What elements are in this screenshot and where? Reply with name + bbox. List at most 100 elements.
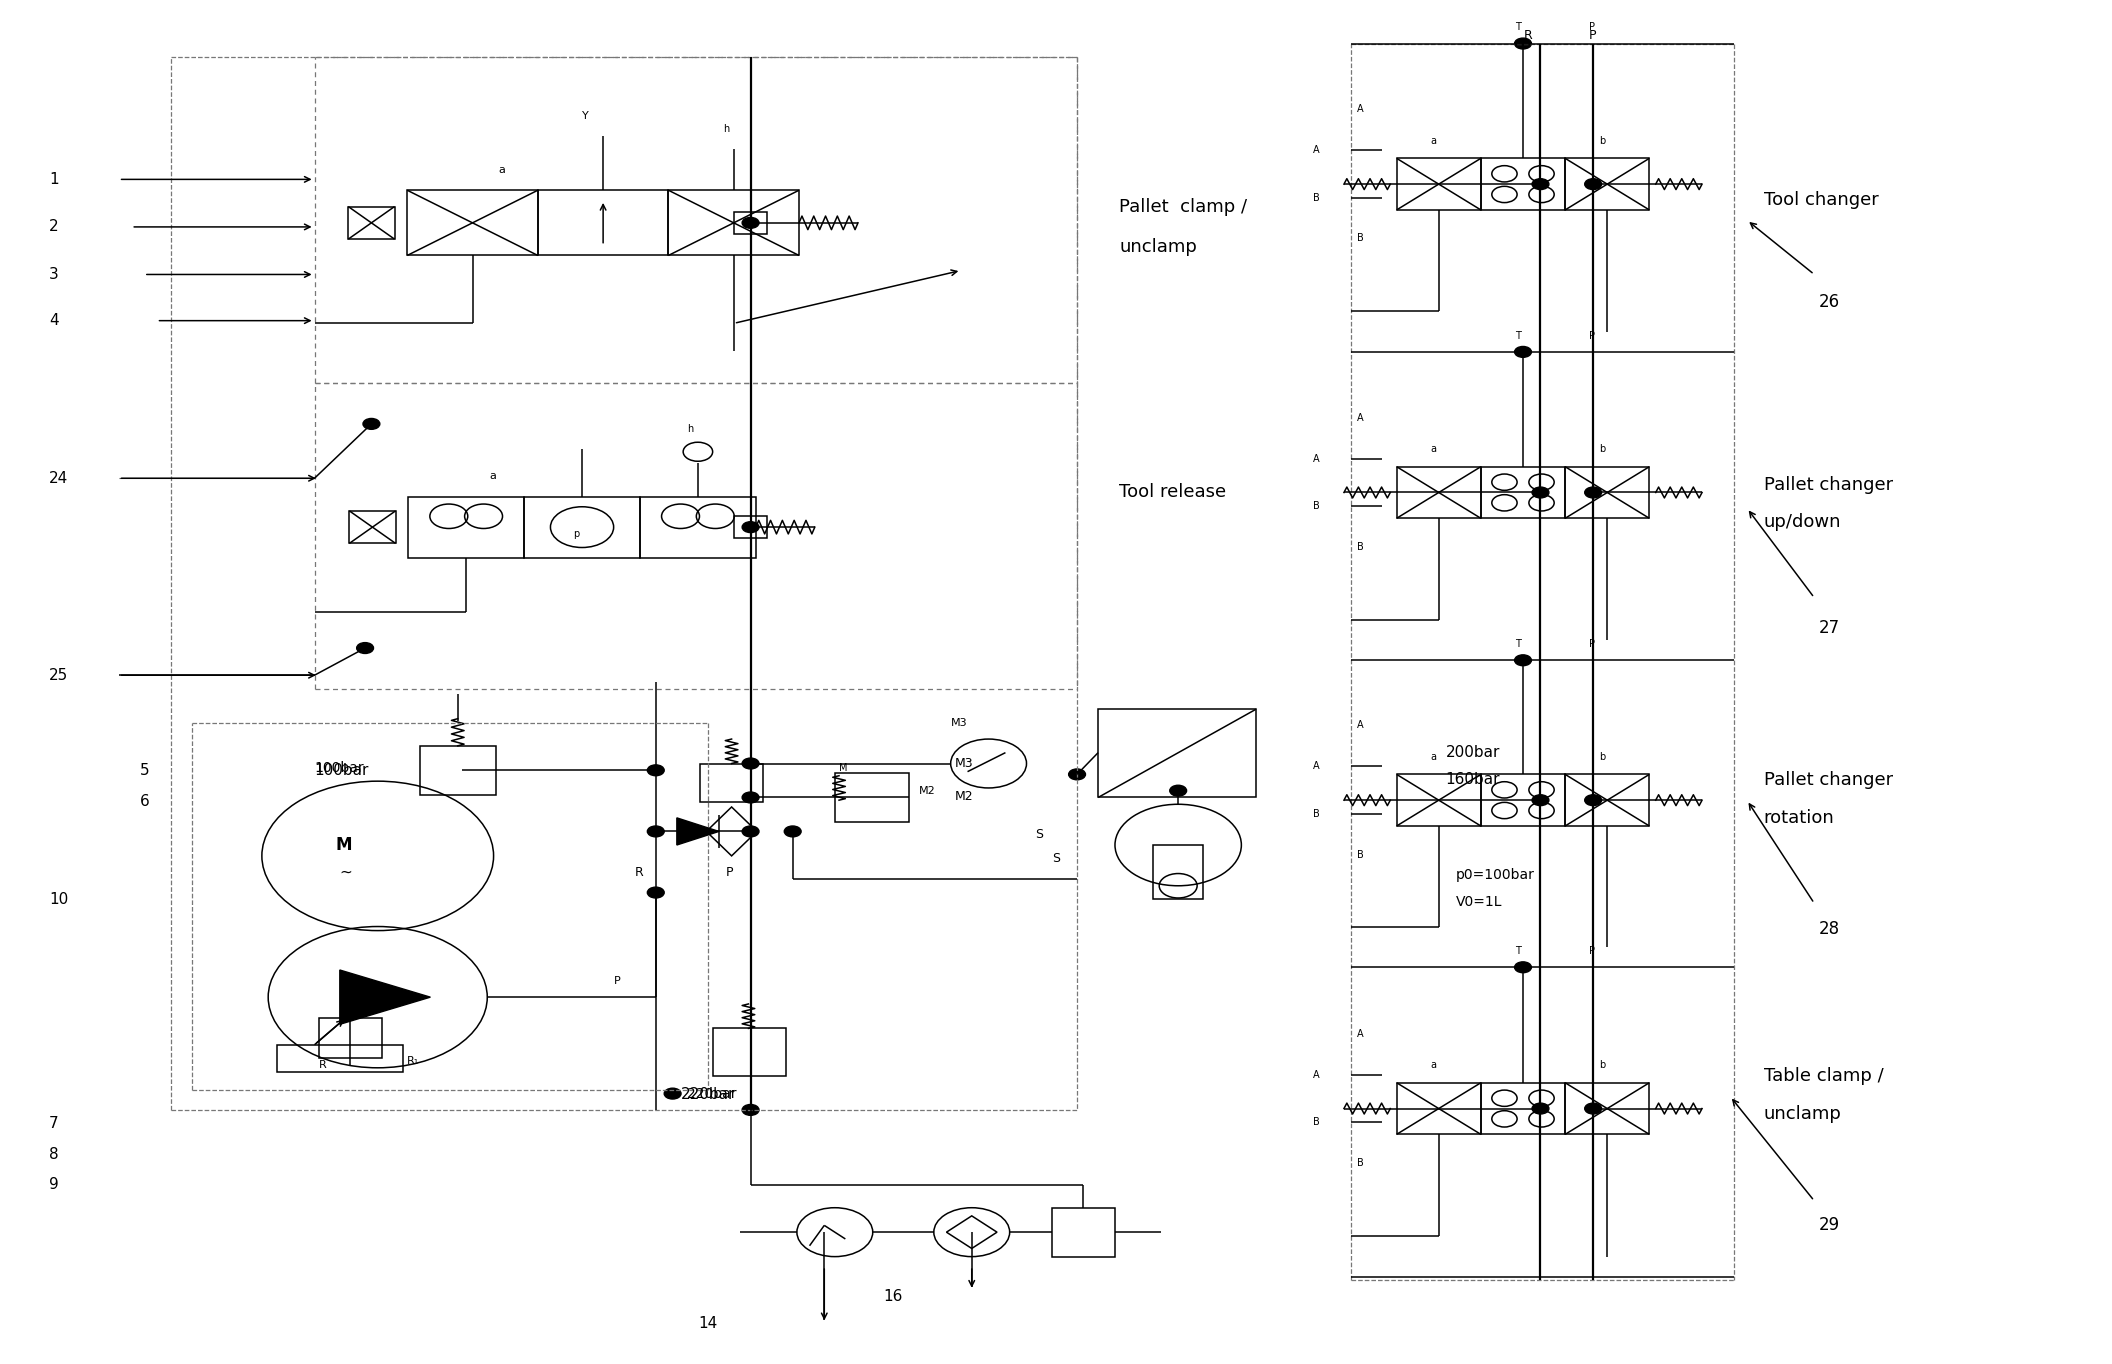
Text: T: T xyxy=(1514,330,1521,341)
Circle shape xyxy=(363,419,380,430)
Text: ~: ~ xyxy=(340,865,353,880)
Text: 26: 26 xyxy=(1818,293,1840,311)
Text: 5: 5 xyxy=(139,762,150,777)
Circle shape xyxy=(1170,786,1187,797)
Text: 4: 4 xyxy=(49,314,59,329)
Bar xyxy=(699,764,762,802)
Text: Tool changer: Tool changer xyxy=(1764,191,1878,209)
Text: 14: 14 xyxy=(697,1316,718,1331)
Text: b: b xyxy=(1599,135,1605,146)
Bar xyxy=(1481,466,1565,518)
Text: M2: M2 xyxy=(955,790,974,802)
Bar xyxy=(1098,709,1257,798)
Bar xyxy=(1565,1083,1649,1135)
Text: M: M xyxy=(336,836,353,854)
Circle shape xyxy=(1069,769,1086,780)
Circle shape xyxy=(741,758,758,769)
Circle shape xyxy=(1531,795,1548,806)
Text: T: T xyxy=(1514,22,1521,33)
Circle shape xyxy=(741,217,758,228)
Text: a: a xyxy=(498,165,505,175)
Text: 10: 10 xyxy=(49,892,68,907)
Polygon shape xyxy=(676,818,718,846)
Text: M2: M2 xyxy=(919,786,936,795)
Text: 160bar: 160bar xyxy=(1447,772,1500,787)
Circle shape xyxy=(741,792,758,803)
Text: S: S xyxy=(1035,828,1043,840)
Circle shape xyxy=(1514,346,1531,357)
Bar xyxy=(1396,466,1481,518)
Circle shape xyxy=(1584,1103,1601,1114)
Text: P: P xyxy=(724,866,733,878)
Text: Pallet changer: Pallet changer xyxy=(1764,476,1892,494)
Text: A: A xyxy=(1358,105,1364,115)
Text: R₁: R₁ xyxy=(408,1056,420,1067)
Bar xyxy=(640,496,756,558)
Text: h: h xyxy=(686,424,693,434)
Text: 200bar: 200bar xyxy=(1447,745,1500,760)
Bar xyxy=(420,746,496,795)
Text: B: B xyxy=(1358,850,1364,859)
Text: a: a xyxy=(1430,752,1436,761)
Text: A: A xyxy=(1358,413,1364,423)
Circle shape xyxy=(1531,487,1548,498)
Text: T: T xyxy=(1514,638,1521,649)
Text: 2: 2 xyxy=(49,220,59,235)
Text: P: P xyxy=(1588,330,1595,341)
Text: p0=100bar: p0=100bar xyxy=(1457,868,1535,883)
Bar xyxy=(1396,1083,1481,1135)
Circle shape xyxy=(1531,179,1548,190)
Text: up/down: up/down xyxy=(1764,513,1842,531)
Text: 100bar: 100bar xyxy=(315,762,370,777)
Circle shape xyxy=(648,887,663,898)
Text: P: P xyxy=(1588,947,1595,956)
Circle shape xyxy=(741,521,758,532)
Text: B: B xyxy=(1312,809,1320,818)
Text: h: h xyxy=(722,124,729,134)
Text: a: a xyxy=(490,471,496,481)
Text: Tool release: Tool release xyxy=(1119,483,1227,501)
Text: unclamp: unclamp xyxy=(1764,1105,1842,1123)
Bar xyxy=(1153,846,1204,899)
Circle shape xyxy=(1514,655,1531,666)
Bar xyxy=(1565,775,1649,827)
Text: 3: 3 xyxy=(49,267,59,282)
Text: 25: 25 xyxy=(49,668,68,683)
Text: B: B xyxy=(1358,542,1364,552)
Text: b: b xyxy=(1599,1060,1605,1071)
Polygon shape xyxy=(340,970,431,1024)
Circle shape xyxy=(741,827,758,837)
Text: b: b xyxy=(1599,752,1605,761)
Text: P: P xyxy=(1588,29,1597,42)
Circle shape xyxy=(663,1088,680,1099)
Text: Y: Y xyxy=(583,110,589,120)
Bar xyxy=(1565,158,1649,210)
Text: B: B xyxy=(1358,1158,1364,1168)
Bar xyxy=(1481,775,1565,827)
Circle shape xyxy=(1531,1103,1548,1114)
Circle shape xyxy=(1584,179,1601,190)
Circle shape xyxy=(1514,38,1531,49)
Bar xyxy=(667,190,798,255)
Circle shape xyxy=(1514,962,1531,973)
Text: b: b xyxy=(1599,445,1605,454)
Text: 7: 7 xyxy=(49,1116,59,1131)
Circle shape xyxy=(784,827,800,837)
Text: Pallet  clamp /: Pallet clamp / xyxy=(1119,198,1248,216)
Text: B: B xyxy=(1312,1117,1320,1127)
Bar xyxy=(408,496,524,558)
Circle shape xyxy=(741,1105,758,1116)
Text: unclamp: unclamp xyxy=(1119,239,1198,256)
Bar xyxy=(1396,775,1481,827)
Text: V0=1L: V0=1L xyxy=(1457,895,1504,908)
Text: B: B xyxy=(1312,192,1320,203)
Bar xyxy=(348,512,395,543)
Text: B: B xyxy=(1312,501,1320,512)
Text: 8: 8 xyxy=(49,1147,59,1162)
Text: 220bar: 220bar xyxy=(686,1087,737,1101)
Text: 16: 16 xyxy=(883,1289,902,1304)
Text: R: R xyxy=(1523,29,1533,42)
Text: 220bar: 220bar xyxy=(680,1087,735,1102)
Text: M: M xyxy=(838,762,847,772)
Text: P: P xyxy=(615,975,621,986)
